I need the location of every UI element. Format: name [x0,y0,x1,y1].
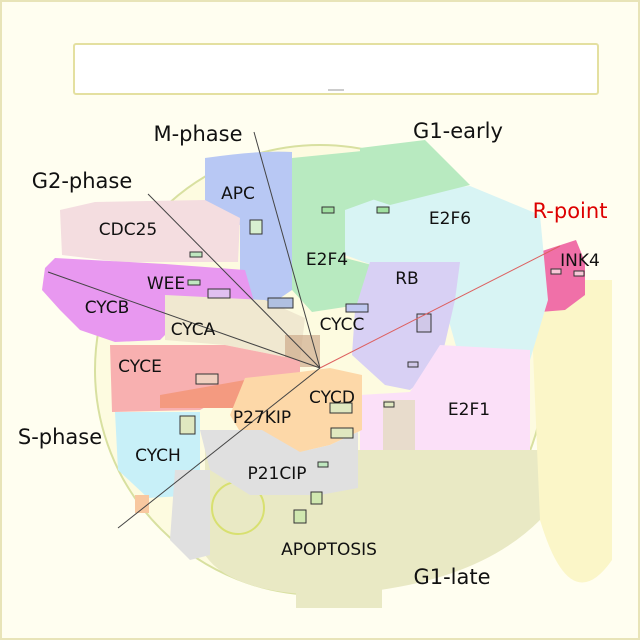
cycb-label: CYCB [85,298,130,318]
cdc25-node [189,251,203,258]
p21cip-node [317,461,329,468]
cyca-node [267,297,294,309]
node-boxes [179,206,585,524]
ink4-node [550,268,562,275]
r-point-label: R-point [533,199,608,223]
m-phase-label: M-phase [153,122,242,146]
g1-early-label: G1-early [413,119,503,143]
e2f4-node [321,206,335,214]
cycc-label: CYCC [320,315,365,335]
e2f6-node [376,206,390,214]
cdc25-label: CDC25 [99,220,157,240]
cycb-line [47,271,321,369]
cyce-node [195,373,219,385]
g2-phase-line [147,193,321,369]
p27kip-label: P27KIP [233,408,291,428]
apoptosis-node [310,491,323,505]
rb-small-node [407,361,419,368]
cycb-node [207,288,231,299]
e2f1-tan-block [383,400,415,450]
apc-label: APC [221,184,255,204]
phase-labels: M-phase G1-early G2-phase R-point S-phas… [18,119,608,589]
g1-late-label: G1-late [413,565,490,589]
apoptosis-label: APOPTOSIS [281,540,377,560]
s-phase-line [117,367,321,529]
ink4-label: INK4 [560,251,600,271]
cych-node [179,415,196,435]
apc-node [249,219,263,235]
ink4-node-2 [573,270,585,277]
p21cip-region [200,430,358,495]
wee-node [187,279,201,286]
cycc-node [345,303,369,313]
ink4-yellow-area [530,280,612,583]
cyce-orange-block [160,380,245,408]
cdc25-region [60,200,240,262]
title-box [73,43,599,95]
cycd-node-2 [330,427,354,439]
rb-node [416,313,432,333]
e2f1-label: E2F1 [448,400,490,420]
cyca-label: CYCA [171,320,216,340]
e2f6-label: E2F6 [429,209,471,229]
region-labels: APC CDC25 E2F4 E2F6 INK4 RB WEE CYCB CYC… [85,184,600,560]
m-phase-line [253,131,321,369]
small-orange-box [135,495,149,513]
wee-label: WEE [147,274,185,294]
p21cip-grey-tail [170,470,210,560]
cycd-node [329,402,353,414]
title-box-caption [328,89,344,91]
e2f4-label: E2F4 [306,250,348,270]
cych-label: CYCH [135,446,181,466]
g2-phase-label: G2-phase [32,169,133,193]
apoptosis-node-2 [293,509,307,524]
p21cip-label: P21CIP [247,464,306,484]
r-point-line [319,245,561,369]
cyce-label: CYCE [118,357,162,377]
s-phase-label: S-phase [18,425,102,449]
cyca-region [165,295,305,360]
cycd-label: CYCD [309,388,355,408]
apoptosis-tail [296,560,382,608]
e2f1-node [383,401,395,408]
rb-label: RB [395,269,418,289]
phase-lines [47,131,561,529]
